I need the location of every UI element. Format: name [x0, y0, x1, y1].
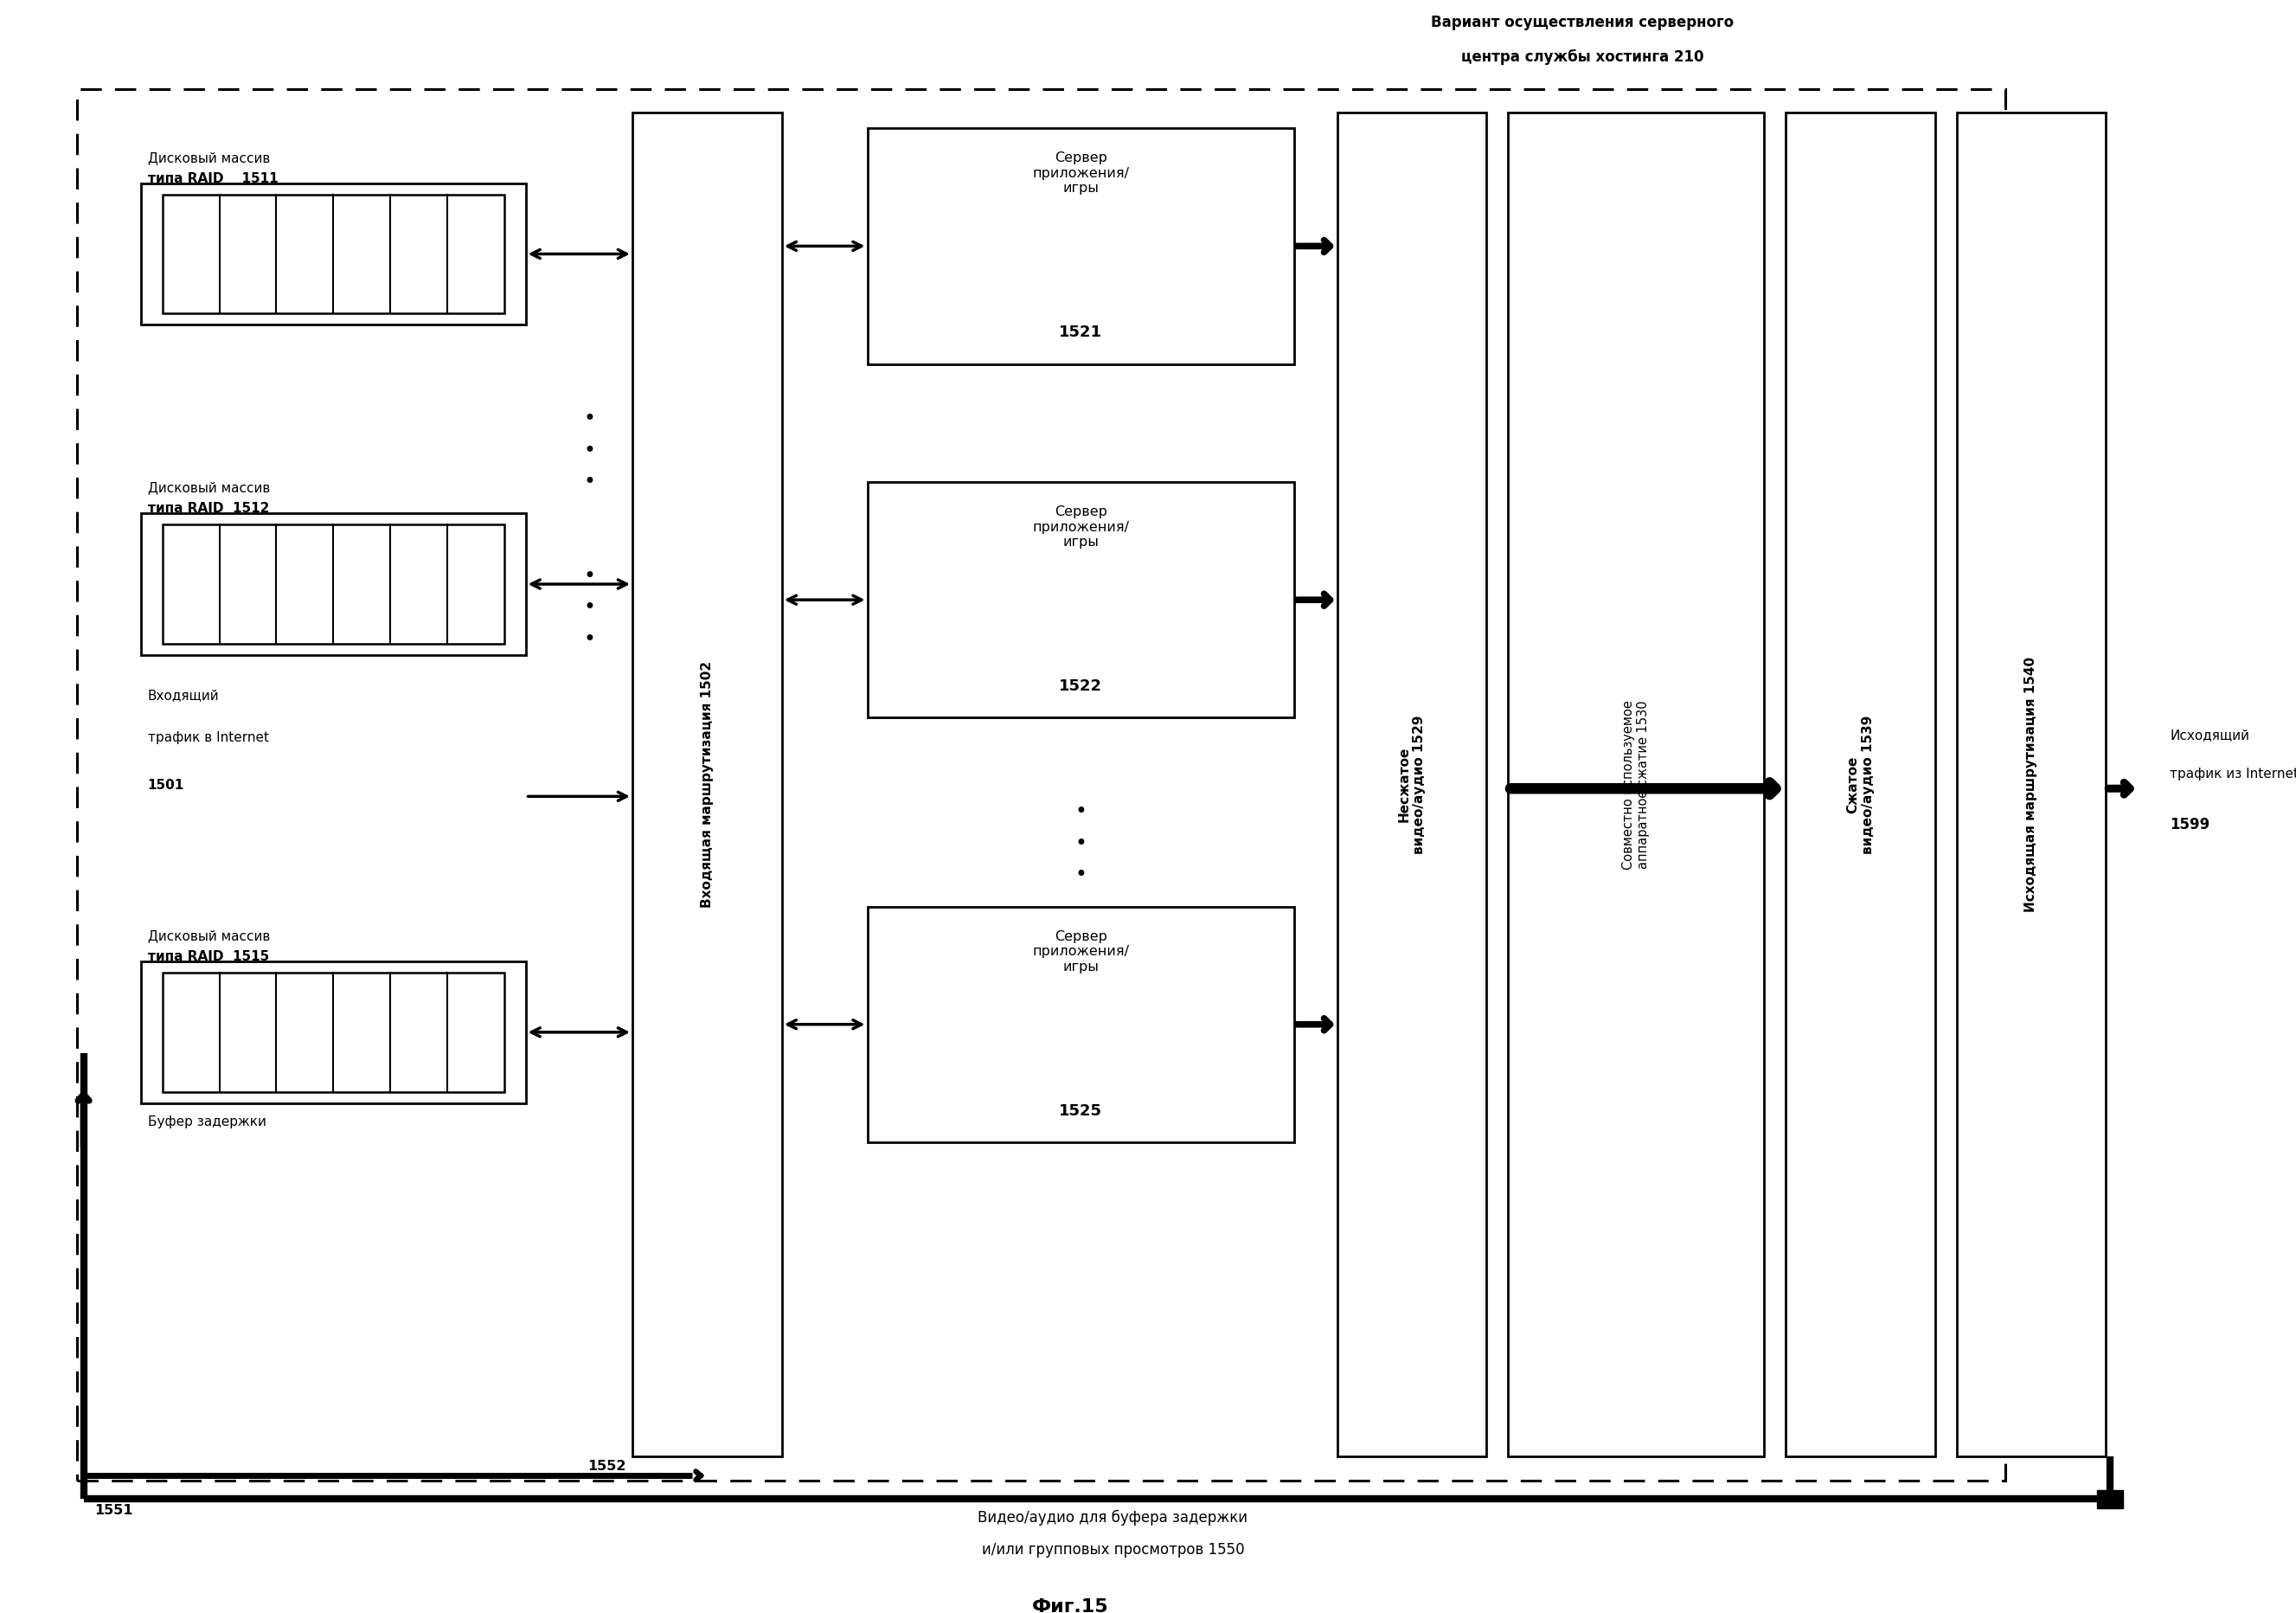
Text: Совместно используемое
аппаратное сжатие 1530: Совместно используемое аппаратное сжатие… [1621, 700, 1651, 869]
Text: Входящий: Входящий [147, 689, 218, 702]
Bar [1336, 113, 1486, 1457]
Text: Несжатое
видео/аудио 1529: Несжатое видео/аудио 1529 [1398, 715, 1426, 853]
Bar [142, 961, 526, 1103]
Text: Видео/аудио для буфера задержки: Видео/аудио для буфера задержки [978, 1510, 1247, 1526]
Text: •: • [1075, 802, 1086, 823]
Text: Дисковый массив: Дисковый массив [147, 929, 271, 942]
Text: Фиг.15: Фиг.15 [1031, 1598, 1109, 1613]
Bar [868, 907, 1295, 1142]
Text: Входящая маршрутизация 1502: Входящая маршрутизация 1502 [700, 661, 714, 908]
Text: Буфер задержки: Буфер задержки [147, 1116, 266, 1129]
Text: 1522: 1522 [1058, 679, 1102, 694]
Bar [1508, 113, 1763, 1457]
Bar [163, 973, 505, 1092]
Bar [142, 513, 526, 655]
Text: Дисковый массив: Дисковый массив [147, 152, 271, 165]
Text: и/или групповых просмотров 1550: и/или групповых просмотров 1550 [983, 1542, 1244, 1557]
Text: Сжатое
видео/аудио 1539: Сжатое видео/аудио 1539 [1846, 715, 1874, 853]
Text: трафик из Internet: трафик из Internet [2170, 768, 2296, 781]
Text: Сервер
приложения/
игры: Сервер приложения/ игры [1033, 505, 1130, 548]
Bar [631, 113, 783, 1457]
Text: •: • [583, 566, 595, 587]
Text: 1599: 1599 [2170, 816, 2211, 832]
Text: Исходящая маршрутизация 1540: Исходящая маршрутизация 1540 [2025, 656, 2039, 913]
Text: Сервер
приложения/
игры: Сервер приложения/ игры [1033, 931, 1130, 973]
Text: •: • [583, 408, 595, 429]
Bar [1786, 113, 1936, 1457]
Text: 1552: 1552 [588, 1460, 627, 1473]
Text: трафик в Internet: трафик в Internet [147, 732, 269, 745]
Text: 1525: 1525 [1058, 1103, 1102, 1119]
Text: •: • [583, 440, 595, 461]
Bar [163, 195, 505, 313]
Text: Дисковый массив: Дисковый массив [147, 482, 271, 495]
Text: 1501: 1501 [147, 779, 184, 792]
Bar [1956, 113, 2105, 1457]
Text: •: • [1075, 865, 1086, 886]
Text: центра службы хостинга 210: центра службы хостинга 210 [1463, 50, 1704, 65]
Text: типа RAID  1515: типа RAID 1515 [147, 950, 269, 963]
Bar [2099, 1490, 2124, 1508]
Text: типа RAID  1512: типа RAID 1512 [147, 502, 269, 515]
Bar [868, 127, 1295, 365]
Text: типа RAID    1511: типа RAID 1511 [147, 173, 278, 185]
Bar [142, 184, 526, 324]
Bar [868, 482, 1295, 718]
Text: •: • [1075, 834, 1086, 853]
Text: Сервер
приложения/
игры: Сервер приложения/ игры [1033, 152, 1130, 195]
Text: Исходящий: Исходящий [2170, 729, 2250, 742]
Text: •: • [583, 629, 595, 650]
Text: •: • [583, 471, 595, 492]
Bar [78, 89, 2007, 1481]
Text: 1551: 1551 [94, 1503, 133, 1516]
Text: 1521: 1521 [1058, 324, 1102, 340]
Bar [163, 524, 505, 644]
Text: •: • [583, 597, 595, 618]
Text: Вариант осуществления серверного: Вариант осуществления серверного [1430, 15, 1733, 31]
